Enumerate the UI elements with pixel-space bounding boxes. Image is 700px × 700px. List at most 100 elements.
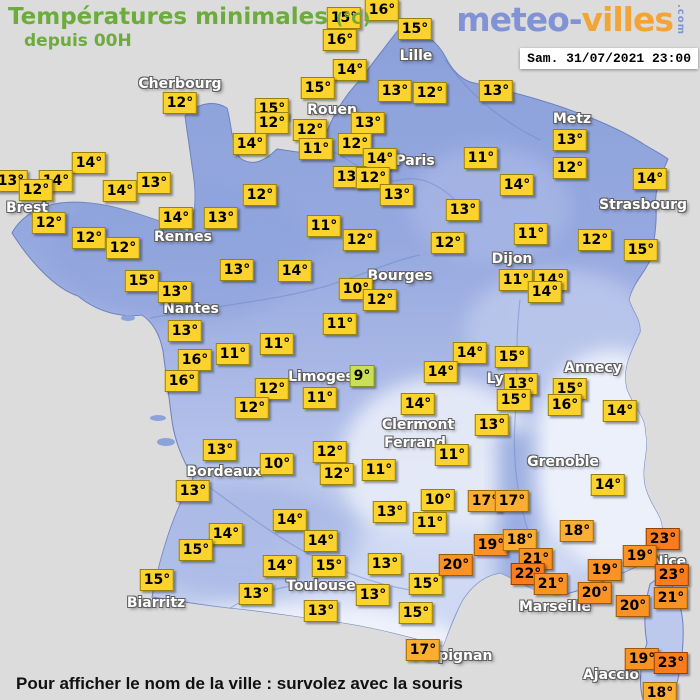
- temp-label[interactable]: 17°: [405, 639, 441, 661]
- temp-label[interactable]: 12°: [312, 441, 348, 463]
- temp-label[interactable]: 19°: [473, 534, 509, 556]
- temp-label[interactable]: 15°: [139, 569, 175, 591]
- temp-label[interactable]: 18°: [642, 682, 678, 700]
- temp-label[interactable]: 13°: [445, 199, 481, 221]
- temp-label[interactable]: 14°: [262, 555, 298, 577]
- temp-label[interactable]: 19°: [587, 559, 623, 581]
- temp-label[interactable]: 13°: [303, 600, 339, 622]
- temp-label[interactable]: 16°: [164, 370, 200, 392]
- temp-label[interactable]: 14°: [362, 148, 398, 170]
- temp-label[interactable]: 12°: [162, 92, 198, 114]
- temp-label[interactable]: 10°: [259, 453, 295, 475]
- temp-label[interactable]: 11°: [298, 138, 334, 160]
- temp-label[interactable]: 12°: [234, 397, 270, 419]
- temp-label[interactable]: 14°: [208, 523, 244, 545]
- temp-label[interactable]: 20°: [438, 554, 474, 576]
- temp-label[interactable]: 13°: [355, 584, 391, 606]
- temp-label[interactable]: 14°: [499, 174, 535, 196]
- temp-label[interactable]: 11°: [434, 444, 470, 466]
- temp-label[interactable]: 13°: [202, 439, 238, 461]
- temp-label[interactable]: 14°: [272, 509, 308, 531]
- temp-label[interactable]: 15°: [408, 573, 444, 595]
- temp-label[interactable]: 13°: [379, 184, 415, 206]
- temp-label[interactable]: 14°: [423, 361, 459, 383]
- temp-label[interactable]: 11°: [463, 147, 499, 169]
- temp-label[interactable]: 14°: [102, 180, 138, 202]
- temp-label[interactable]: 18°: [559, 520, 595, 542]
- temp-label[interactable]: 13°: [157, 281, 193, 303]
- temp-label[interactable]: 21°: [653, 587, 689, 609]
- temp-label[interactable]: 12°: [292, 119, 328, 141]
- temp-label[interactable]: 14°: [452, 342, 488, 364]
- temp-label[interactable]: 20°: [577, 582, 613, 604]
- temp-label[interactable]: 14°: [590, 474, 626, 496]
- temp-label[interactable]: 12°: [430, 232, 466, 254]
- temp-label[interactable]: 14°: [303, 530, 339, 552]
- temp-label[interactable]: 21°: [533, 573, 569, 595]
- temp-label[interactable]: 15°: [398, 602, 434, 624]
- temp-label[interactable]: 16°: [177, 349, 213, 371]
- temp-label[interactable]: 12°: [105, 237, 141, 259]
- temp-label[interactable]: 15°: [494, 346, 530, 368]
- temp-label[interactable]: 13°: [377, 80, 413, 102]
- temp-label[interactable]: 17°: [467, 490, 503, 512]
- temp-label[interactable]: 23°: [654, 564, 690, 586]
- temp-label[interactable]: 13°: [136, 172, 172, 194]
- temp-label[interactable]: 12°: [319, 463, 355, 485]
- temp-label[interactable]: 16°: [547, 394, 583, 416]
- temp-label[interactable]: 14°: [602, 400, 638, 422]
- temp-label[interactable]: 12°: [18, 179, 54, 201]
- temp-label[interactable]: 12°: [242, 184, 278, 206]
- temp-label[interactable]: 15°: [397, 18, 433, 40]
- temp-label[interactable]: 23°: [653, 652, 689, 674]
- temp-label[interactable]: 13°: [478, 80, 514, 102]
- temp-label[interactable]: 14°: [158, 207, 194, 229]
- temp-label[interactable]: 14°: [332, 59, 368, 81]
- temp-label[interactable]: 11°: [215, 343, 251, 365]
- temp-label[interactable]: 13°: [203, 207, 239, 229]
- temp-label[interactable]: 13°: [474, 414, 510, 436]
- temp-label[interactable]: 16°: [364, 0, 400, 21]
- temp-label[interactable]: 14°: [527, 281, 563, 303]
- meteo-villes-logo[interactable]: meteo-villes .com: [456, 0, 686, 39]
- temp-label[interactable]: 12°: [362, 289, 398, 311]
- temp-label[interactable]: 11°: [302, 387, 338, 409]
- temp-label[interactable]: 9°: [349, 365, 375, 387]
- temp-label[interactable]: 19°: [622, 545, 658, 567]
- temp-label[interactable]: 11°: [513, 223, 549, 245]
- temp-label[interactable]: 12°: [254, 378, 290, 400]
- temp-label[interactable]: 17°: [494, 490, 530, 512]
- temp-label[interactable]: 12°: [342, 229, 378, 251]
- temp-label[interactable]: 11°: [322, 313, 358, 335]
- temp-label[interactable]: 10°: [420, 489, 456, 511]
- temp-label[interactable]: 14°: [71, 152, 107, 174]
- temp-label[interactable]: 19°: [624, 648, 660, 670]
- temp-label[interactable]: 11°: [259, 333, 295, 355]
- temp-label[interactable]: 12°: [31, 212, 67, 234]
- temp-label[interactable]: 13°: [350, 112, 386, 134]
- temp-label[interactable]: 15°: [623, 239, 659, 261]
- temp-label[interactable]: 15°: [326, 7, 362, 29]
- temp-label[interactable]: 14°: [232, 133, 268, 155]
- temp-label[interactable]: 23°: [645, 528, 681, 550]
- temp-label[interactable]: 14°: [400, 393, 436, 415]
- temp-label[interactable]: 15°: [496, 389, 532, 411]
- temp-label[interactable]: 12°: [577, 229, 613, 251]
- temp-label[interactable]: 11°: [498, 269, 534, 291]
- temp-label[interactable]: 14°: [632, 168, 668, 190]
- temp-label[interactable]: 12°: [355, 167, 391, 189]
- temp-label[interactable]: 18°: [502, 529, 538, 551]
- temp-label[interactable]: 13°: [372, 501, 408, 523]
- temp-label[interactable]: 13°: [367, 553, 403, 575]
- temp-label[interactable]: 12°: [254, 112, 290, 134]
- temp-label[interactable]: 15°: [311, 555, 347, 577]
- temp-label[interactable]: 15°: [300, 77, 336, 99]
- temp-label[interactable]: 12°: [412, 82, 448, 104]
- temp-label[interactable]: 11°: [306, 215, 342, 237]
- temp-label[interactable]: 11°: [361, 459, 397, 481]
- temp-label[interactable]: 13°: [219, 259, 255, 281]
- temp-label[interactable]: 13°: [175, 480, 211, 502]
- temp-label[interactable]: 12°: [71, 227, 107, 249]
- temp-label[interactable]: 11°: [412, 512, 448, 534]
- temp-label[interactable]: 14°: [277, 260, 313, 282]
